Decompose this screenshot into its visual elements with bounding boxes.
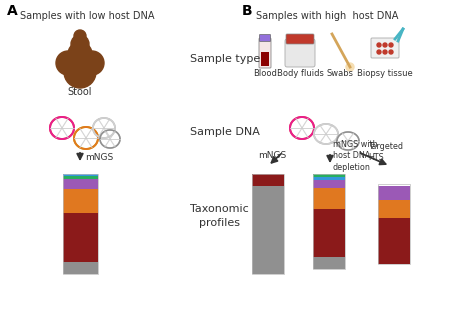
Text: B: B	[242, 4, 253, 18]
Text: mNGS with
host DNA
depletion: mNGS with host DNA depletion	[333, 140, 378, 172]
Bar	[313, 257, 345, 269]
Text: Blood: Blood	[253, 69, 277, 78]
Circle shape	[74, 30, 86, 42]
Circle shape	[56, 51, 80, 75]
Bar	[63, 262, 98, 274]
Circle shape	[389, 43, 393, 47]
Bar	[63, 176, 98, 179]
Bar	[313, 174, 345, 177]
Bar	[261, 52, 269, 66]
Bar	[313, 209, 345, 257]
Circle shape	[71, 35, 89, 53]
Bar	[313, 174, 345, 269]
Bar	[63, 174, 98, 176]
Bar	[313, 180, 345, 188]
Bar	[378, 200, 410, 218]
Text: Samples with low host DNA: Samples with low host DNA	[20, 11, 155, 21]
Bar	[378, 184, 410, 186]
Text: Body fluids: Body fluids	[276, 69, 323, 78]
Bar	[378, 218, 410, 264]
Bar	[63, 174, 98, 274]
Text: mNGS: mNGS	[258, 152, 286, 160]
Bar	[63, 179, 98, 189]
Bar	[252, 186, 284, 274]
FancyBboxPatch shape	[285, 39, 315, 67]
Text: Swabs: Swabs	[327, 69, 354, 78]
Circle shape	[383, 43, 387, 47]
FancyBboxPatch shape	[371, 38, 399, 58]
Circle shape	[389, 50, 393, 54]
Text: mNGS: mNGS	[85, 153, 113, 161]
Bar	[313, 177, 345, 180]
Bar	[252, 174, 284, 274]
Bar	[63, 213, 98, 262]
Circle shape	[64, 56, 96, 88]
FancyBboxPatch shape	[259, 34, 271, 41]
Bar	[313, 188, 345, 209]
Text: Sample type: Sample type	[190, 54, 260, 64]
Circle shape	[383, 50, 387, 54]
Circle shape	[346, 63, 354, 71]
Circle shape	[377, 50, 381, 54]
Circle shape	[68, 42, 92, 66]
Text: Sample DNA: Sample DNA	[190, 127, 260, 137]
Text: Samples with high  host DNA: Samples with high host DNA	[256, 11, 398, 21]
Text: Biopsy tissue: Biopsy tissue	[357, 69, 413, 78]
Circle shape	[80, 51, 104, 75]
Bar	[63, 189, 98, 213]
FancyBboxPatch shape	[259, 38, 271, 68]
Text: A: A	[7, 4, 18, 18]
FancyBboxPatch shape	[286, 34, 314, 44]
Text: Taxonomic
profiles: Taxonomic profiles	[190, 204, 249, 227]
Bar	[378, 184, 410, 264]
Bar	[252, 174, 284, 186]
Text: Targeted
HTS: Targeted HTS	[368, 142, 403, 162]
Bar	[378, 186, 410, 200]
Circle shape	[377, 43, 381, 47]
Text: Stool: Stool	[68, 87, 92, 97]
